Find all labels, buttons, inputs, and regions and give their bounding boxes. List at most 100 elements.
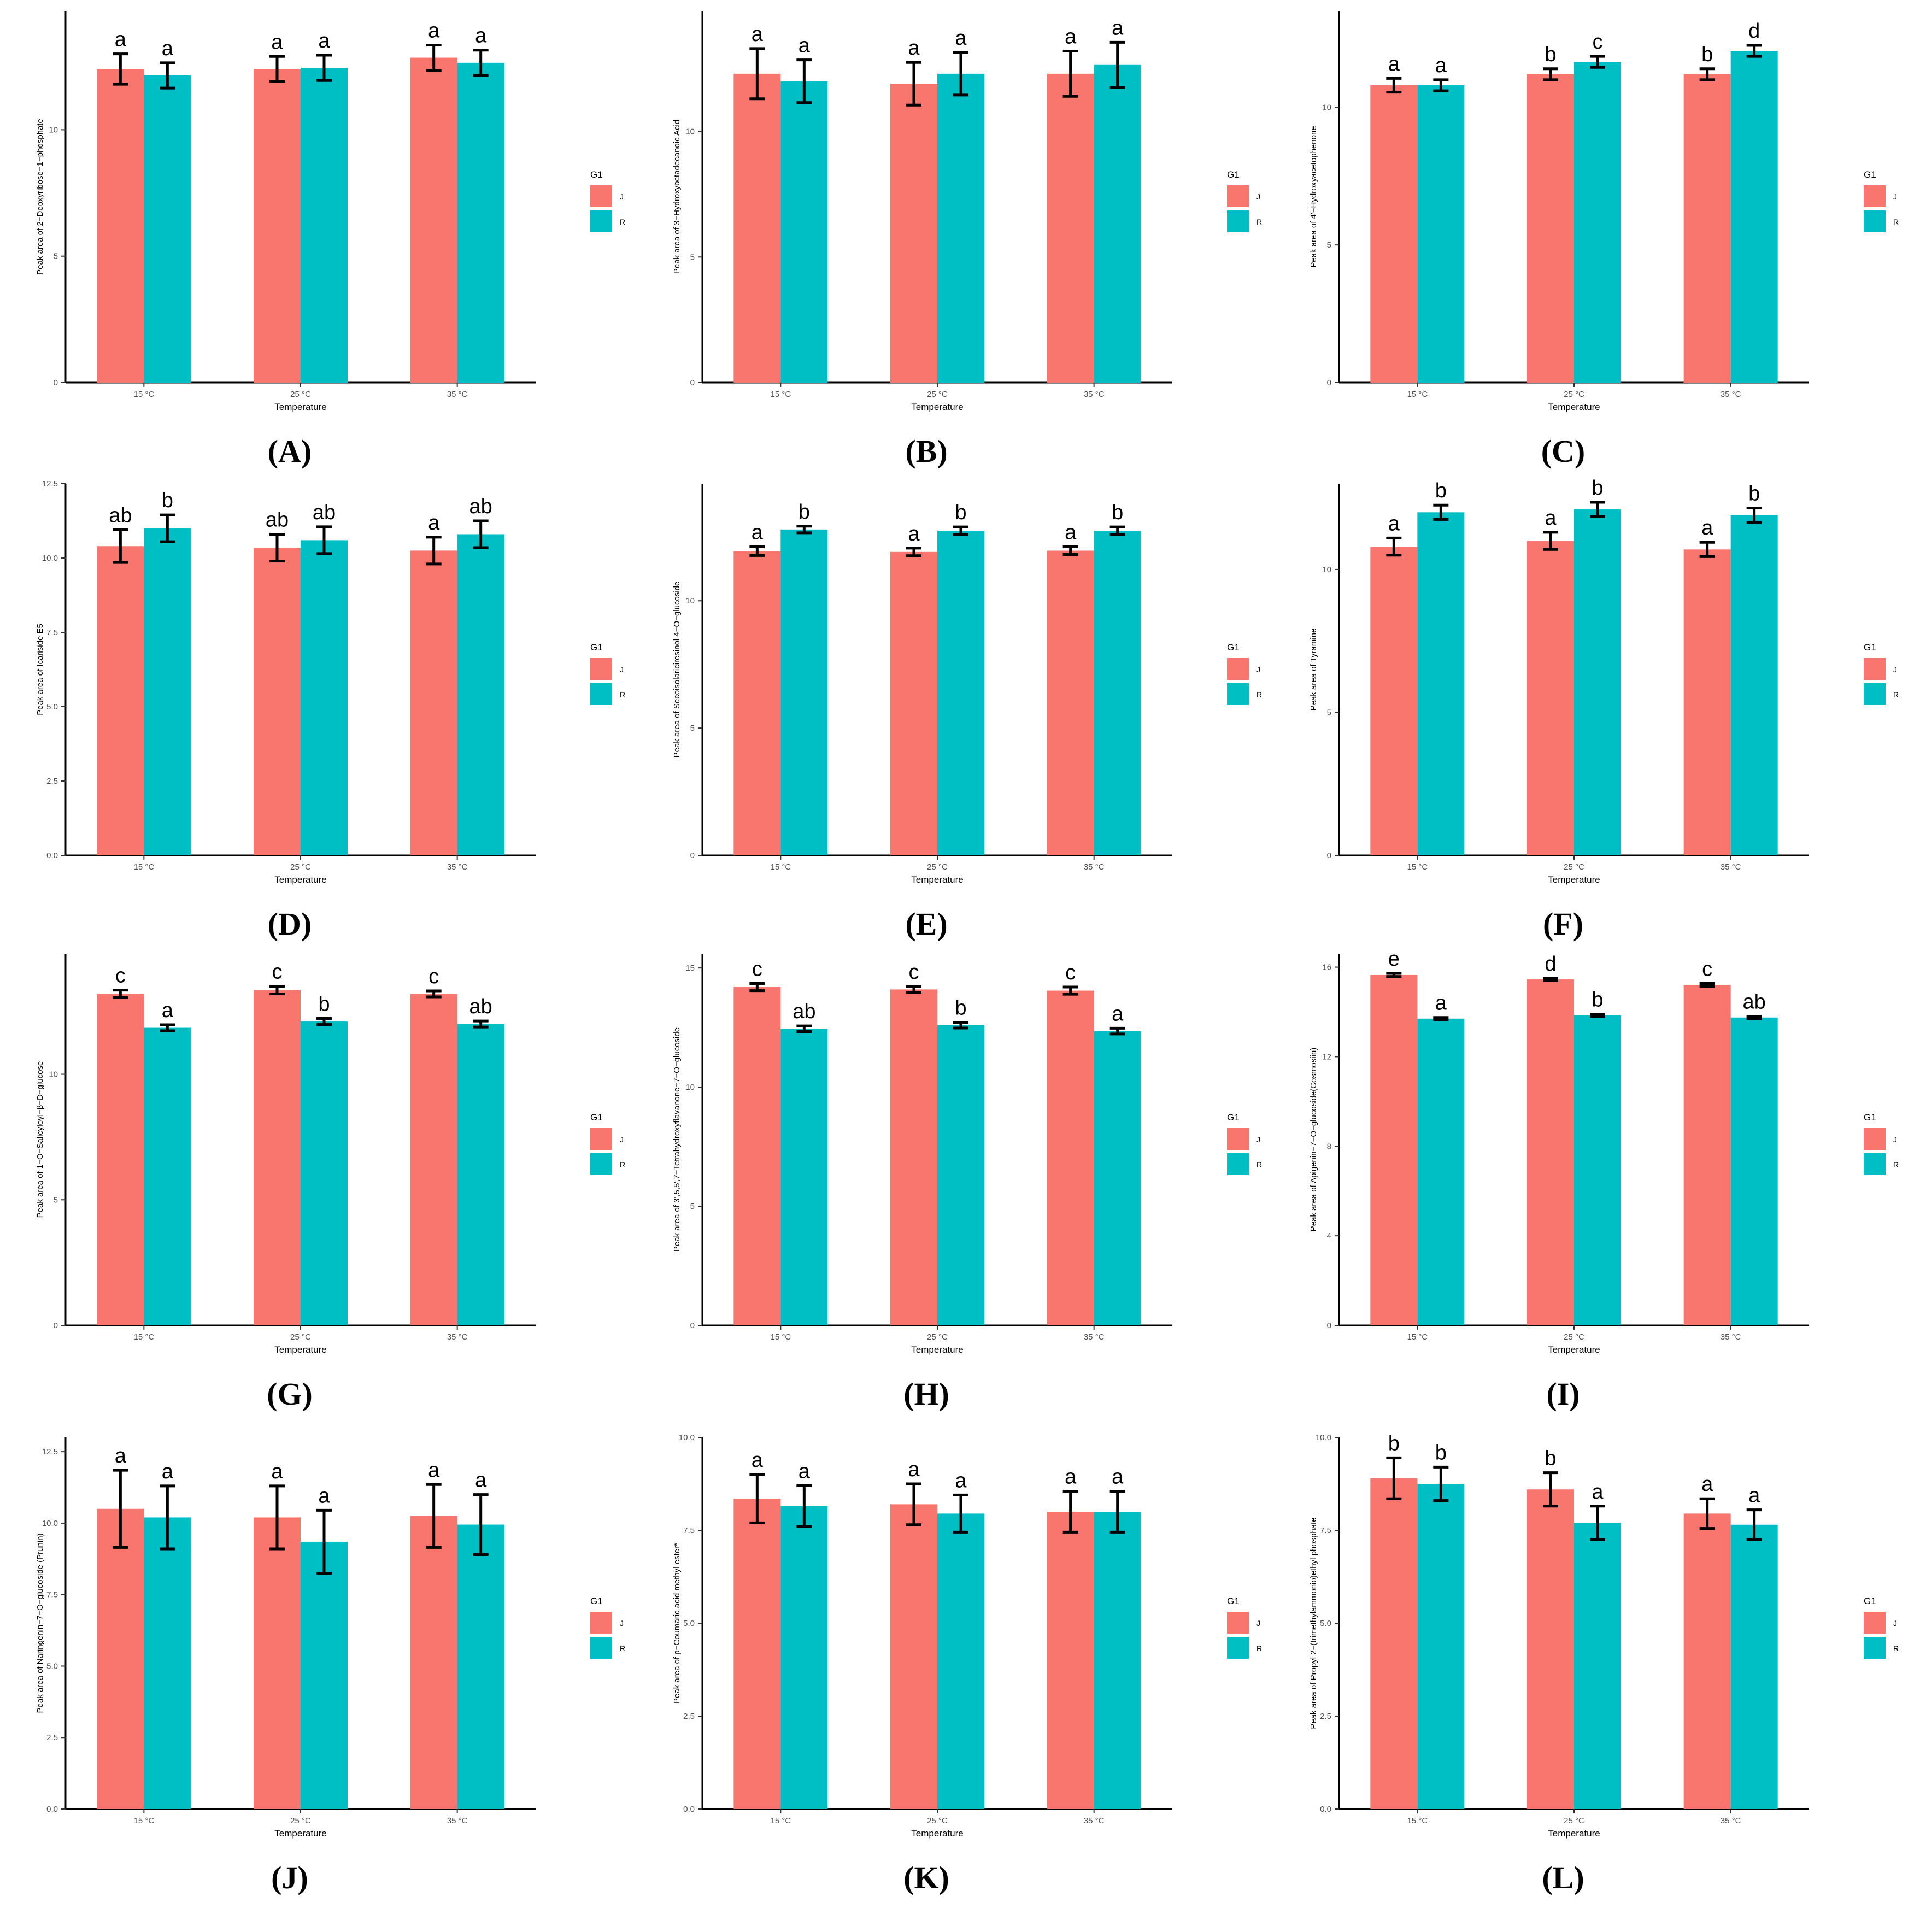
x-tick-label: 35 °C — [447, 1332, 468, 1342]
x-tick-label: 35 °C — [1721, 390, 1741, 399]
y-tick-label: 7.5 — [683, 1526, 695, 1535]
bar-R-0 — [780, 81, 828, 383]
significance-letter: ab — [313, 501, 336, 524]
significance-letter: a — [271, 31, 283, 54]
x-tick-label: 35 °C — [1721, 1816, 1741, 1825]
legend-swatch-J — [1864, 185, 1886, 207]
significance-letter: a — [1701, 1473, 1713, 1496]
y-tick-label: 2.5 — [683, 1712, 695, 1721]
significance-letter: a — [1112, 16, 1124, 39]
significance-letter: ab — [792, 1000, 815, 1023]
significance-letter: a — [751, 521, 764, 544]
x-axis-title: Temperature — [911, 1344, 963, 1355]
panel-label: (I) — [1546, 1376, 1580, 1412]
legend-title: G1 — [1227, 1596, 1240, 1606]
bar-R-2 — [457, 1524, 504, 1809]
bar-R-0 — [1417, 1018, 1465, 1325]
x-tick-label: 25 °C — [290, 390, 311, 399]
bar-J-1 — [890, 1504, 937, 1809]
legend-title: G1 — [590, 642, 603, 653]
x-tick-label: 35 °C — [447, 862, 468, 872]
legend-swatch-J — [1227, 185, 1249, 207]
bar-R-0 — [780, 1029, 828, 1325]
x-tick-label: 25 °C — [290, 862, 311, 872]
panel-label: (E) — [905, 906, 947, 942]
legend-swatch-R — [1864, 210, 1886, 232]
bar-J-0 — [733, 73, 781, 383]
bar-R-1 — [937, 1513, 984, 1809]
y-tick-label: 8 — [1327, 1142, 1331, 1151]
significance-letter: b — [1388, 1432, 1400, 1455]
significance-letter: b — [955, 501, 966, 524]
legend-label: J — [1893, 192, 1897, 201]
bar-R-1 — [1574, 1015, 1621, 1325]
panel-label: (F) — [1543, 906, 1583, 942]
significance-letter: a — [115, 1444, 127, 1467]
bar-J-2 — [410, 550, 457, 855]
y-tick-label: 10 — [685, 596, 695, 606]
y-tick-label: 0 — [690, 1321, 695, 1330]
bar-R-1 — [301, 1021, 348, 1325]
y-tick-label: 10 — [49, 1070, 58, 1079]
y-tick-label: 0.0 — [46, 1805, 58, 1814]
x-tick-label: 25 °C — [927, 390, 948, 399]
bar-J-0 — [1370, 974, 1418, 1325]
significance-letter: a — [475, 25, 487, 48]
bar-J-0 — [1370, 1478, 1418, 1809]
significance-letter: c — [1702, 958, 1712, 980]
legend-label: J — [1893, 665, 1897, 674]
significance-letter: a — [1545, 507, 1557, 530]
significance-letter: ab — [469, 495, 492, 518]
x-tick-label: 15 °C — [133, 1816, 154, 1825]
significance-letter: b — [1592, 989, 1603, 1012]
bar-R-2 — [1094, 531, 1141, 855]
bar-R-1 — [1574, 62, 1621, 383]
bar-J-2 — [1683, 549, 1731, 855]
legend-label: J — [1256, 665, 1260, 674]
legend-title: G1 — [1864, 169, 1876, 180]
bar-J-2 — [1047, 1512, 1094, 1809]
y-tick-label: 5 — [54, 1195, 58, 1205]
legend-swatch-R — [1864, 683, 1886, 705]
y-tick-label: 5 — [54, 252, 58, 261]
y-tick-label: 12 — [1322, 1052, 1331, 1061]
x-tick-label: 35 °C — [1721, 862, 1741, 872]
bar-J-0 — [1370, 85, 1418, 383]
significance-letter: d — [1748, 20, 1760, 43]
bar-R-2 — [457, 62, 504, 383]
legend-label: J — [620, 665, 624, 674]
x-tick-label: 15 °C — [770, 1332, 791, 1342]
significance-letter: e — [1388, 948, 1400, 971]
legend-swatch-J — [1864, 1612, 1886, 1634]
x-axis-title: Temperature — [274, 1828, 326, 1839]
significance-letter: a — [1065, 1466, 1077, 1489]
legend-title: G1 — [1864, 1112, 1876, 1123]
bar-J-0 — [1370, 547, 1418, 855]
significance-letter: b — [1748, 482, 1760, 505]
y-axis-title: Peak area of 3',5,5',7−Tetrahydroxyflava… — [672, 1027, 682, 1252]
significance-letter: a — [318, 30, 330, 52]
significance-letter: c — [1593, 31, 1603, 54]
legend-label: J — [1893, 1135, 1897, 1144]
bar-R-2 — [1094, 64, 1141, 383]
significance-letter: c — [909, 961, 919, 984]
y-tick-label: 10 — [1322, 565, 1331, 574]
bar-R-2 — [1094, 1512, 1141, 1809]
y-tick-label: 5.0 — [1320, 1619, 1331, 1628]
legend-swatch-R — [1864, 1637, 1886, 1659]
panel-label: (L) — [1542, 1860, 1584, 1895]
x-tick-label: 35 °C — [1084, 1332, 1105, 1342]
significance-letter: a — [1388, 52, 1400, 75]
x-axis-title: Temperature — [1548, 1344, 1600, 1355]
significance-letter: a — [955, 27, 967, 50]
bar-J-1 — [254, 69, 301, 383]
y-axis-title: Peak area of Naringenin−7−O−glucoside (P… — [36, 1534, 45, 1713]
legend-swatch-R — [590, 683, 612, 705]
x-axis-title: Temperature — [911, 1828, 963, 1839]
y-tick-label: 16 — [1322, 963, 1331, 972]
legend-label: R — [1256, 690, 1262, 699]
panel-label: (K) — [903, 1860, 949, 1895]
y-tick-label: 5.0 — [46, 702, 58, 712]
legend-label: J — [620, 192, 624, 201]
